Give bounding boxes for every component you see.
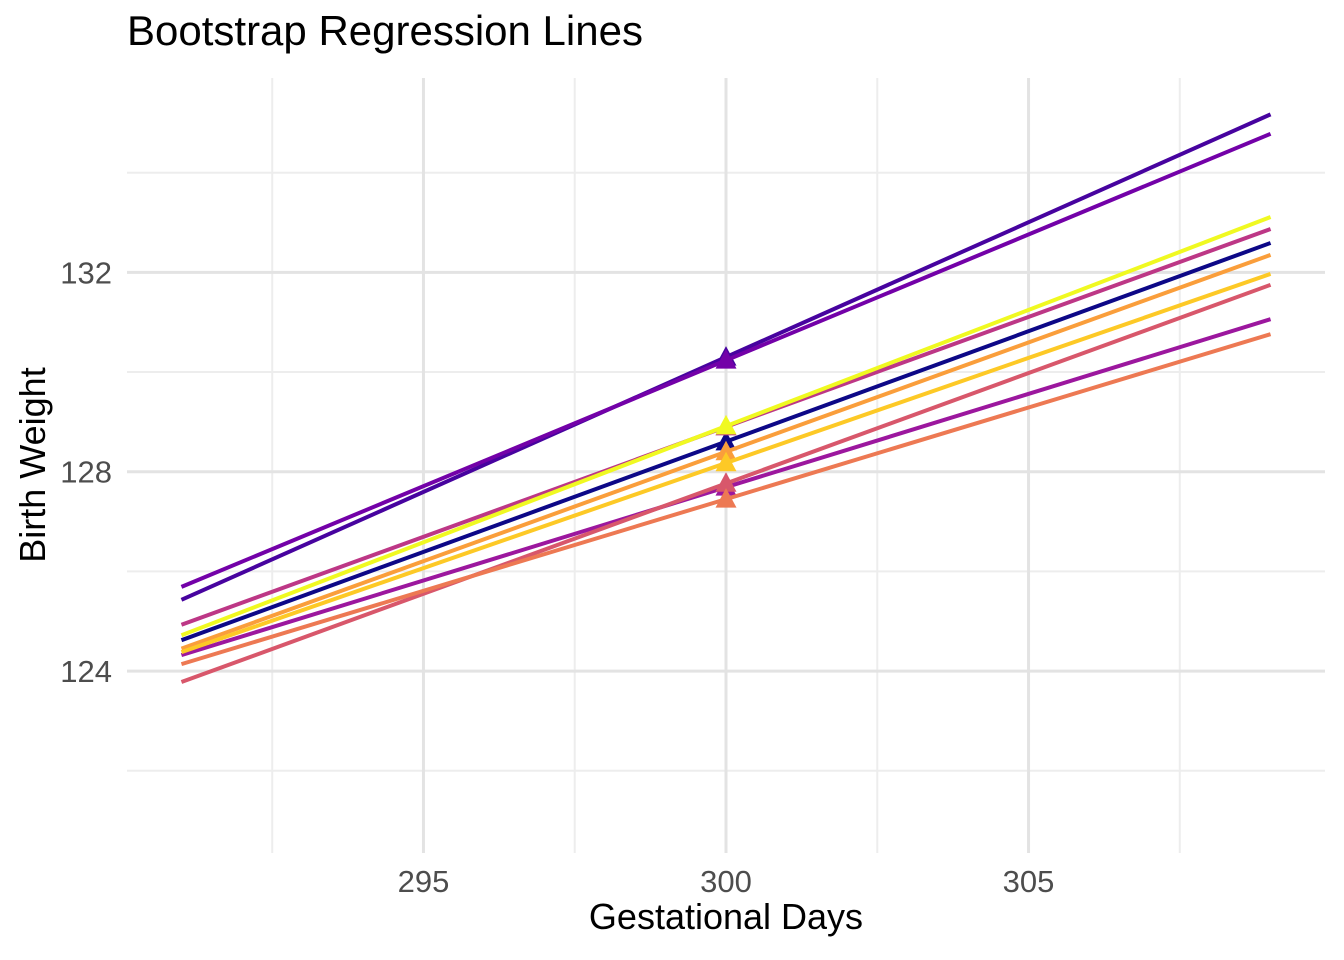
x-tick-label: 305 [1003,864,1055,899]
x-tick-label: 295 [398,864,450,899]
prediction-marker-6 [715,472,737,492]
prediction-marker-3 [715,349,737,369]
prediction-marker-9 [715,451,737,472]
y-tick-label: 128 [60,455,112,490]
prediction-marker-1 [715,430,737,451]
prediction-marker-7 [715,488,737,508]
prediction-marker-8 [715,440,737,461]
y-axis-title: Birth Weight [12,367,53,563]
y-tick-label: 124 [60,654,112,689]
y-tick-label: 132 [60,255,112,290]
x-tick-label: 300 [700,864,752,899]
prediction-marker-10 [715,414,737,435]
chart-title: Bootstrap Regression Lines [127,7,643,54]
x-axis-title: Gestational Days [588,896,864,937]
